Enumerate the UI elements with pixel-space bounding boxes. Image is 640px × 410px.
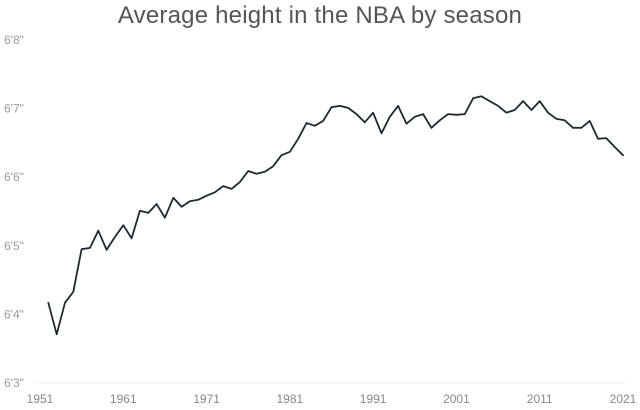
y-tick-label: 6'4" bbox=[4, 307, 24, 321]
x-tick-label: 1961 bbox=[110, 392, 137, 406]
y-tick-label: 6'3" bbox=[4, 376, 24, 390]
y-tick-label: 6'8" bbox=[4, 33, 24, 47]
height-series-line bbox=[47, 95, 624, 336]
x-tick-label: 2011 bbox=[527, 392, 553, 406]
chart-title: Average height in the NBA by season bbox=[117, 2, 523, 29]
x-tick-label: 2001 bbox=[443, 392, 470, 406]
x-tick-label: 1971 bbox=[193, 392, 220, 406]
y-axis-ticks: 6'3" 6'4" 6'5" 6'6" 6'7" 6'8" bbox=[4, 33, 24, 390]
y-tick-label: 6'7" bbox=[4, 102, 24, 116]
x-axis-ticks: 1951 1961 1971 1981 1991 2001 2011 2021 bbox=[27, 392, 637, 406]
x-tick-label: 1991 bbox=[360, 392, 387, 406]
x-tick-label: 2021 bbox=[610, 392, 637, 406]
y-tick-label: 6'5" bbox=[4, 239, 24, 253]
x-tick-label: 1981 bbox=[277, 392, 304, 406]
x-tick-label: 1951 bbox=[27, 392, 54, 406]
y-tick-label: 6'6" bbox=[4, 170, 24, 184]
